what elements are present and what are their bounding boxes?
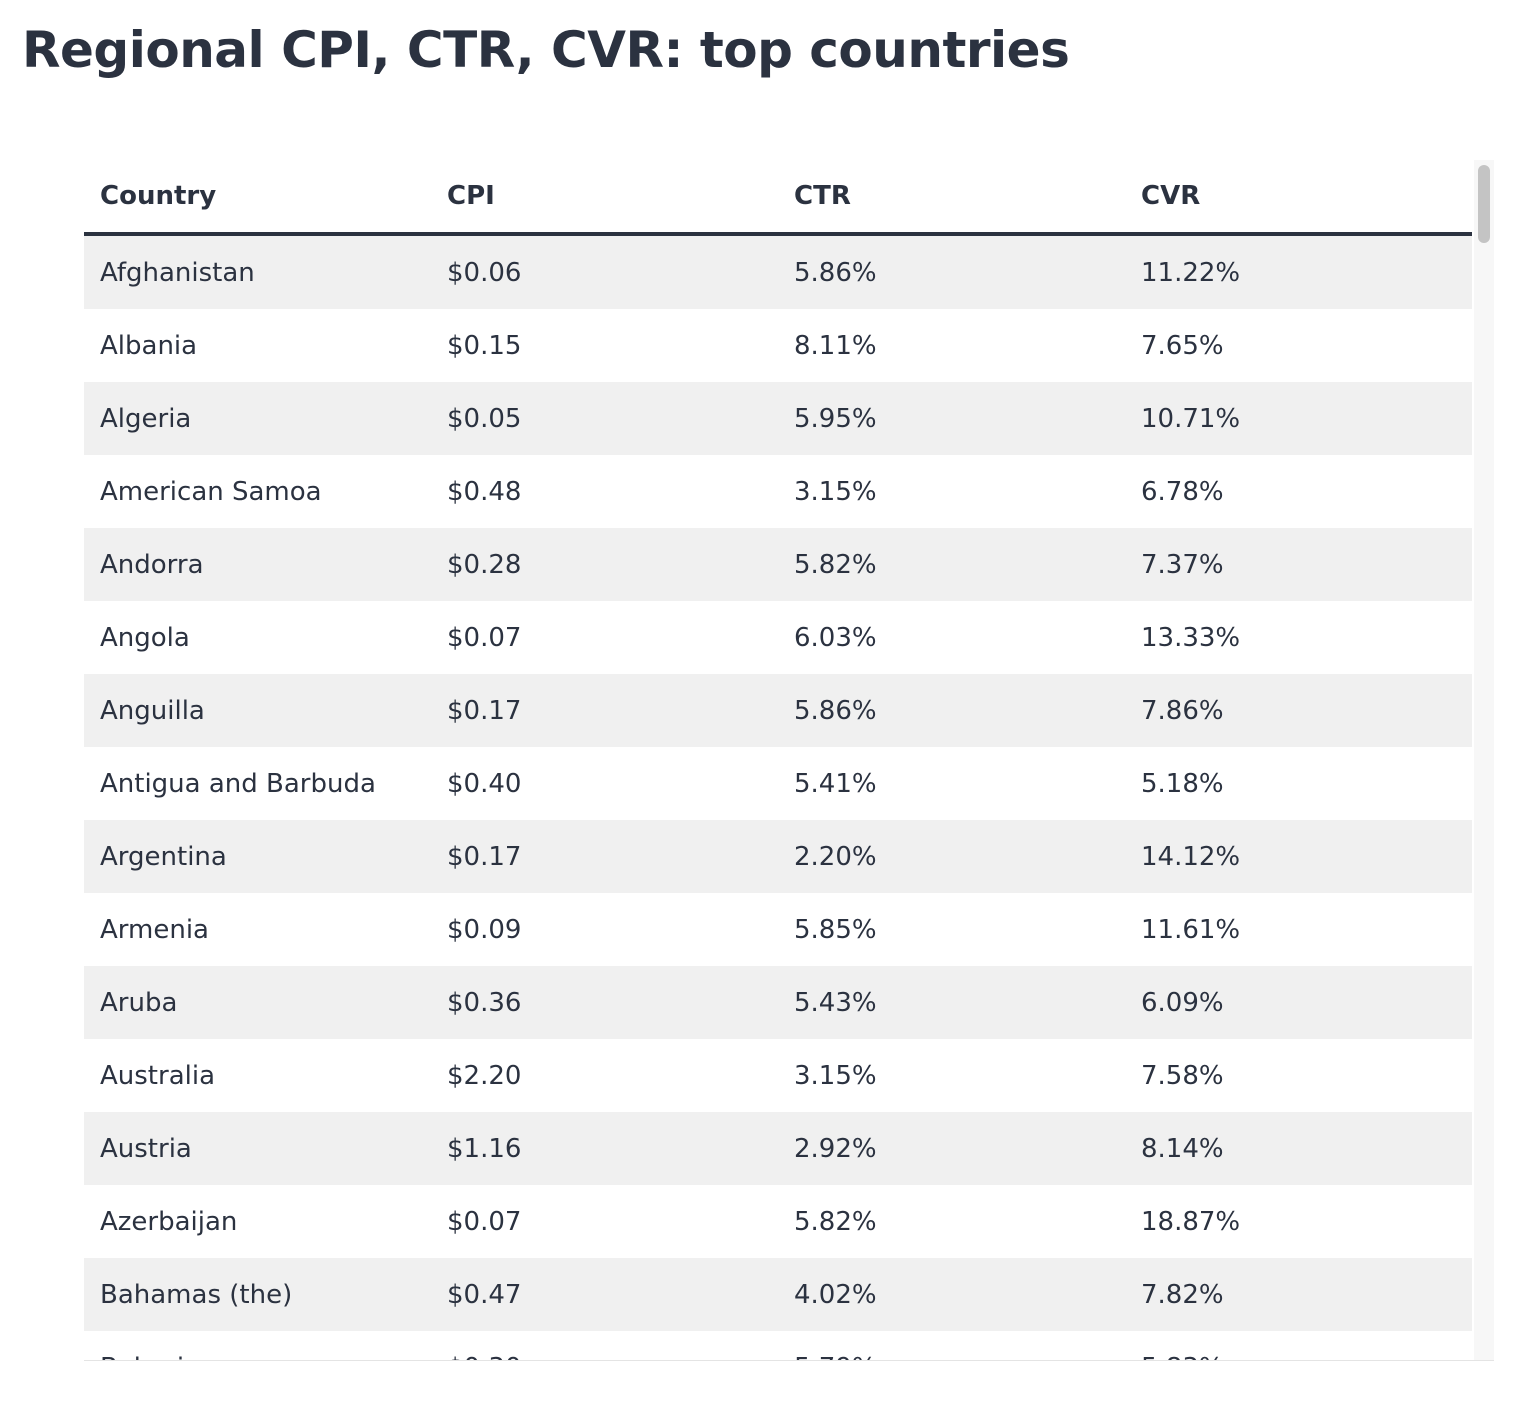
table-row: Afghanistan $0.06 5.86% 11.22% [84,234,1472,309]
metric-cell: $0.07 [447,1206,522,1237]
table-row: American Samoa $0.48 3.15% 6.78% [84,455,1472,528]
metric-cell: $0.30 [431,1331,778,1361]
country-cell: Bahrain [84,1331,431,1361]
country-cell: Afghanistan [84,234,431,309]
country-cell: Austria [84,1112,431,1185]
metric-cell: 6.78% [1141,476,1224,507]
country-cell: Antigua and Barbuda [100,768,376,799]
table-row: Albania $0.15 8.11% 7.65% [84,309,1472,382]
table-row: Angola $0.07 6.03% 13.33% [84,601,1472,674]
table-row: Austria $1.16 2.92% 8.14% [84,1112,1472,1185]
metric-cell: $0.17 [431,820,778,893]
table-row: Argentina $0.17 2.20% 14.12% [84,820,1472,893]
country-cell: Anguilla [84,674,431,747]
metric-cell: $1.16 [431,1112,778,1185]
metric-cell: 18.87% [1141,1206,1241,1237]
metric-cell: 4.02% [778,1258,1125,1331]
table-container: Country CPI CTR CVR Afghanistan $0.06 5.86% 11… [84,160,1494,1361]
metric-cell: $2.20 [447,1060,522,1091]
table-row: Bahamas (the) $0.47 4.02% 7.82% [84,1258,1472,1331]
metric-cell: 3.15% [794,476,877,507]
column-header: Country [84,160,431,236]
metric-cell: 5.95% [778,382,1125,455]
metric-cell: $0.47 [431,1258,778,1331]
country-cell: Andorra [84,528,431,601]
metric-cell: 5.86% [778,674,1125,747]
header-row: Country CPI CTR CVR [84,160,1472,236]
metric-cell: 14.12% [1125,820,1472,893]
metric-cell: $0.07 [447,622,522,653]
table-row: Antigua and Barbuda $0.40 5.41% 5.18% [84,747,1472,820]
metric-cell: $0.09 [447,914,522,945]
page-title: Regional CPI, CTR, CVR: top countries [22,21,1070,79]
metric-cell: 5.41% [794,768,877,799]
table-row: Andorra $0.28 5.82% 7.37% [84,528,1472,601]
data-table: Country CPI CTR CVR Afghanistan $0.06 5.86% 11… [84,160,1472,1361]
metric-cell: 5.83% [1125,1331,1472,1361]
country-cell: Angola [100,622,190,653]
scrollbar-track[interactable] [1474,160,1494,1360]
column-header: CTR [778,160,1125,236]
table-row: Anguilla $0.17 5.86% 7.86% [84,674,1472,747]
table-row: Aruba $0.36 5.43% 6.09% [84,966,1472,1039]
scrollbar-thumb[interactable] [1478,165,1490,243]
country-cell: Aruba [84,966,431,1039]
metric-cell: 7.82% [1125,1258,1472,1331]
country-cell: Algeria [84,382,431,455]
table-row: Azerbaijan $0.07 5.82% 18.87% [84,1185,1472,1258]
column-header: CVR [1125,160,1472,236]
metric-cell: 7.86% [1125,674,1472,747]
table-row: Bahrain$0.305.79%5.83% [84,1331,1472,1361]
country-cell: Albania [100,330,198,361]
metric-cell: $0.05 [431,382,778,455]
country-cell: Azerbaijan [100,1206,238,1237]
table-body: Afghanistan $0.06 5.86% 11.22% Albania $0.15 8… [84,234,1472,1361]
metric-cell: $0.48 [447,476,522,507]
metric-cell: 5.85% [794,914,877,945]
metric-cell: 11.22% [1125,234,1472,309]
metric-cell: 5.18% [1141,768,1224,799]
metric-cell: 6.09% [1125,966,1472,1039]
metric-cell: 8.14% [1125,1112,1472,1185]
table-row: Armenia $0.09 5.85% 11.61% [84,893,1472,966]
metric-cell: 11.61% [1141,914,1241,945]
country-cell: Argentina [84,820,431,893]
table-row: Australia $2.20 3.15% 7.58% [84,1039,1472,1112]
country-cell: Bahamas (the) [84,1258,431,1331]
metric-cell: $0.28 [431,528,778,601]
metric-cell: $0.36 [431,966,778,1039]
metric-cell: 10.71% [1125,382,1472,455]
metric-cell: $0.06 [431,234,778,309]
metric-cell: $0.17 [431,674,778,747]
metric-cell: 2.20% [778,820,1125,893]
metric-cell: $0.40 [447,768,522,799]
country-cell: American Samoa [100,476,322,507]
metric-cell: 5.86% [778,234,1125,309]
column-header: CPI [431,160,778,236]
country-cell: Australia [100,1060,216,1091]
country-cell: Armenia [100,914,209,945]
table-head: Country CPI CTR CVR [84,160,1472,236]
metric-cell: 5.82% [778,528,1125,601]
metric-cell: 7.37% [1125,528,1472,601]
metric-cell: 5.79% [778,1331,1125,1361]
metric-cell: 7.65% [1141,330,1224,361]
metric-cell: $0.15 [447,330,522,361]
metric-cell: 5.82% [794,1206,877,1237]
metric-cell: 2.92% [778,1112,1125,1185]
table-row: Algeria $0.05 5.95% 10.71% [84,382,1472,455]
metric-cell: 13.33% [1141,622,1241,653]
metric-cell: 7.58% [1141,1060,1224,1091]
metric-cell: 3.15% [794,1060,877,1091]
metric-cell: 8.11% [794,330,877,361]
metric-cell: 6.03% [794,622,877,653]
metric-cell: 5.43% [778,966,1125,1039]
